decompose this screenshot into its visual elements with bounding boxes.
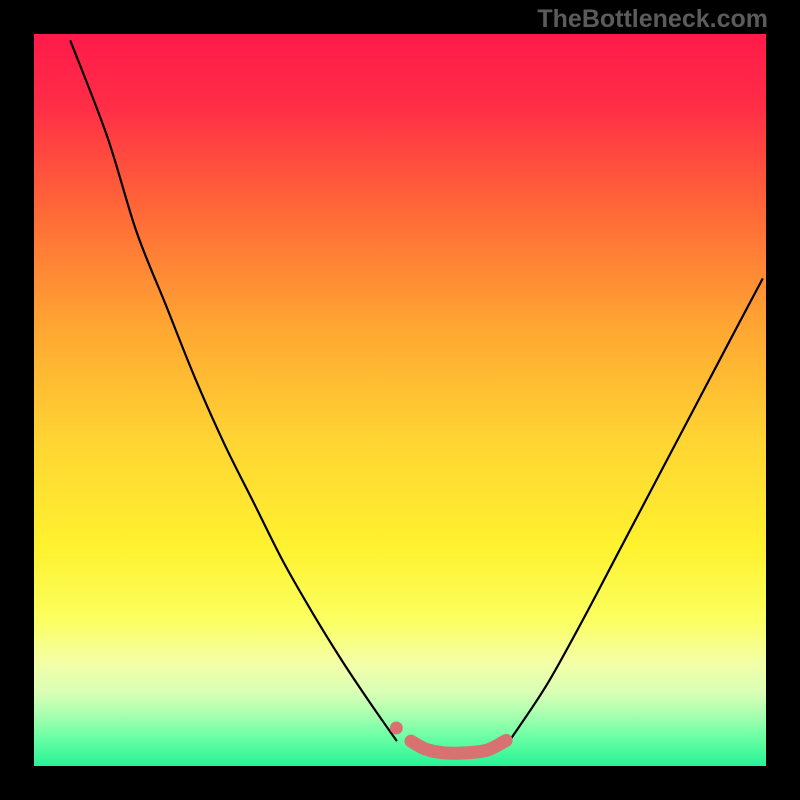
plot-area: [34, 34, 766, 766]
watermark-text: TheBottleneck.com: [537, 5, 768, 34]
chart-container: TheBottleneck.com: [0, 0, 800, 800]
bottom-marker-stroke: [411, 740, 506, 753]
curve-right-branch: [510, 279, 763, 740]
bottom-marker-dot: [390, 721, 403, 734]
curve-left-branch: [71, 41, 397, 740]
curve-layer: [34, 34, 766, 766]
